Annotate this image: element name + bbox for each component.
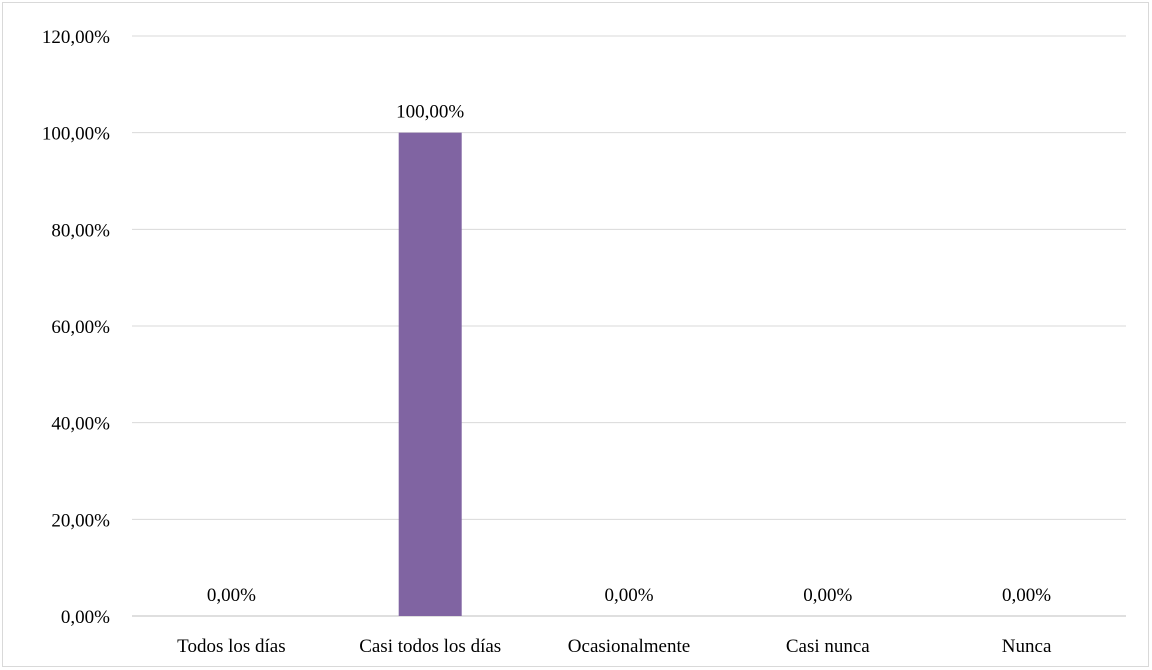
bars xyxy=(398,132,462,616)
data-label: 0,00% xyxy=(803,585,852,606)
y-axis-tick-labels: 0,00% 20,00% 40,00% 60,00% 80,00% 100,00% 120,… xyxy=(42,27,110,628)
y-tick-label: 20,00% xyxy=(51,510,110,531)
data-label: 0,00% xyxy=(604,585,653,606)
bar xyxy=(398,132,462,616)
y-tick-label: 120,00% xyxy=(42,27,110,48)
y-tick-label: 0,00% xyxy=(61,607,110,628)
x-category-label: Casi todos los días xyxy=(359,636,501,657)
data-label: 0,00% xyxy=(1002,585,1051,606)
y-tick-label: 60,00% xyxy=(51,317,110,338)
gridlines xyxy=(132,35,1126,617)
data-label: 0,00% xyxy=(207,585,256,606)
y-tick-label: 40,00% xyxy=(51,414,110,435)
data-labels: 0,00% 100,00% 0,00% 0,00% 0,00% xyxy=(207,102,1051,606)
x-category-label: Ocasionalmente xyxy=(568,636,690,657)
data-label: 100,00% xyxy=(396,102,464,123)
x-category-label: Nunca xyxy=(1002,636,1052,657)
x-category-label: Todos los días xyxy=(177,636,285,657)
y-tick-label: 100,00% xyxy=(42,124,110,145)
y-tick-label: 80,00% xyxy=(51,220,110,241)
x-category-label: Casi nunca xyxy=(786,636,870,657)
x-axis-category-labels: Todos los días Casi todos los días Ocasion… xyxy=(177,636,1052,657)
